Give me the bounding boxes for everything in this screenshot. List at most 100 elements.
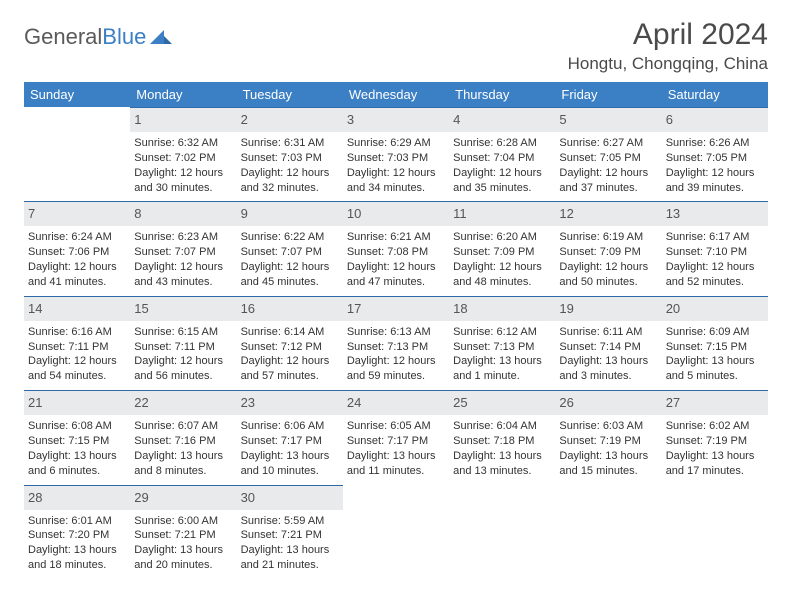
daylight-text: Daylight: 12 hours and 54 minutes. <box>28 354 126 384</box>
sunset-text: Sunset: 7:20 PM <box>28 528 126 543</box>
day-number: 29 <box>134 490 148 505</box>
sunset-text: Sunset: 7:18 PM <box>453 434 551 449</box>
sunrise-text: Sunrise: 6:24 AM <box>28 230 126 245</box>
header: GeneralBlue April 2024 Hongtu, Chongqing… <box>24 18 768 74</box>
day-number: 3 <box>347 112 354 127</box>
sunrise-text: Sunrise: 6:23 AM <box>134 230 232 245</box>
day-number: 15 <box>134 301 148 316</box>
weekday-header: Saturday <box>662 82 768 107</box>
sunset-text: Sunset: 7:21 PM <box>134 528 232 543</box>
day-info: Sunrise: 6:17 AMSunset: 7:10 PMDaylight:… <box>666 230 764 289</box>
sunrise-text: Sunrise: 6:08 AM <box>28 419 126 434</box>
sunset-text: Sunset: 7:07 PM <box>241 245 339 260</box>
day-number: 30 <box>241 490 255 505</box>
day-number: 6 <box>666 112 673 127</box>
day-info: Sunrise: 6:15 AMSunset: 7:11 PMDaylight:… <box>134 325 232 384</box>
sunset-text: Sunset: 7:14 PM <box>559 340 657 355</box>
day-info: Sunrise: 6:21 AMSunset: 7:08 PMDaylight:… <box>347 230 445 289</box>
day-info: Sunrise: 6:01 AMSunset: 7:20 PMDaylight:… <box>28 514 126 573</box>
daylight-text: Daylight: 13 hours and 10 minutes. <box>241 449 339 479</box>
calendar-cell: 14 Sunrise: 6:16 AMSunset: 7:11 PMDayligh… <box>24 296 130 390</box>
sunset-text: Sunset: 7:16 PM <box>134 434 232 449</box>
calendar-cell: 16Sunrise: 6:14 AMSunset: 7:12 PMDayligh… <box>237 296 343 390</box>
daylight-text: Daylight: 12 hours and 47 minutes. <box>347 260 445 290</box>
calendar-cell: 28Sunrise: 6:01 AMSunset: 7:20 PMDayligh… <box>24 485 130 579</box>
sunset-text: Sunset: 7:06 PM <box>28 245 126 260</box>
day-info: Sunrise: 6:29 AMSunset: 7:03 PMDaylight:… <box>347 136 445 195</box>
sunrise-text: Sunrise: 6:29 AM <box>347 136 445 151</box>
sunrise-text: Sunrise: 6:05 AM <box>347 419 445 434</box>
sunset-text: Sunset: 7:11 PM <box>134 340 232 355</box>
logo: GeneralBlue <box>24 18 172 50</box>
daylight-text: Daylight: 13 hours and 1 minute. <box>453 354 551 384</box>
sunrise-text: Sunrise: 6:01 AM <box>28 514 126 529</box>
day-number: 2 <box>241 112 248 127</box>
day-number: 21 <box>28 395 42 410</box>
daylight-text: Daylight: 12 hours and 52 minutes. <box>666 260 764 290</box>
sunrise-text: Sunrise: 6:11 AM <box>559 325 657 340</box>
daylight-text: Daylight: 13 hours and 20 minutes. <box>134 543 232 573</box>
day-info: Sunrise: 6:22 AMSunset: 7:07 PMDaylight:… <box>241 230 339 289</box>
day-info: Sunrise: 6:19 AMSunset: 7:09 PMDaylight:… <box>559 230 657 289</box>
sunset-text: Sunset: 7:09 PM <box>559 245 657 260</box>
sunrise-text: Sunrise: 6:16 AM <box>28 325 126 340</box>
sunrise-text: Sunrise: 6:32 AM <box>134 136 232 151</box>
day-number: 23 <box>241 395 255 410</box>
calendar-cell: 26Sunrise: 6:03 AMSunset: 7:19 PMDayligh… <box>555 390 661 484</box>
sunrise-text: Sunrise: 6:07 AM <box>134 419 232 434</box>
calendar-cell <box>662 485 768 579</box>
calendar-cell: 7 Sunrise: 6:24 AMSunset: 7:06 PMDaylight… <box>24 201 130 295</box>
day-number: 4 <box>453 112 460 127</box>
calendar-cell: 27Sunrise: 6:02 AMSunset: 7:19 PMDayligh… <box>662 390 768 484</box>
day-number: 25 <box>453 395 467 410</box>
daylight-text: Daylight: 12 hours and 50 minutes. <box>559 260 657 290</box>
day-number: 7 <box>28 206 35 221</box>
day-info: Sunrise: 5:59 AMSunset: 7:21 PMDaylight:… <box>241 514 339 573</box>
day-number: 16 <box>241 301 255 316</box>
day-info: Sunrise: 6:05 AMSunset: 7:17 PMDaylight:… <box>347 419 445 478</box>
sunset-text: Sunset: 7:15 PM <box>28 434 126 449</box>
sunset-text: Sunset: 7:11 PM <box>28 340 126 355</box>
weekday-header: Friday <box>555 82 661 107</box>
daylight-text: Daylight: 12 hours and 32 minutes. <box>241 166 339 196</box>
sunrise-text: Sunrise: 6:13 AM <box>347 325 445 340</box>
calendar-cell: 17Sunrise: 6:13 AMSunset: 7:13 PMDayligh… <box>343 296 449 390</box>
sunrise-text: Sunrise: 6:27 AM <box>559 136 657 151</box>
sunrise-text: Sunrise: 6:03 AM <box>559 419 657 434</box>
daylight-text: Daylight: 12 hours and 30 minutes. <box>134 166 232 196</box>
day-info: Sunrise: 6:24 AMSunset: 7:06 PMDaylight:… <box>28 230 126 289</box>
daylight-text: Daylight: 12 hours and 59 minutes. <box>347 354 445 384</box>
daylight-text: Daylight: 13 hours and 21 minutes. <box>241 543 339 573</box>
sunrise-text: Sunrise: 6:14 AM <box>241 325 339 340</box>
day-number: 18 <box>453 301 467 316</box>
logo-part1: General <box>24 24 102 49</box>
daylight-text: Daylight: 13 hours and 17 minutes. <box>666 449 764 479</box>
day-info: Sunrise: 6:12 AMSunset: 7:13 PMDaylight:… <box>453 325 551 384</box>
daylight-text: Daylight: 13 hours and 8 minutes. <box>134 449 232 479</box>
sunset-text: Sunset: 7:03 PM <box>347 151 445 166</box>
daylight-text: Daylight: 13 hours and 6 minutes. <box>28 449 126 479</box>
calendar-cell: 29 Sunrise: 6:00 AMSunset: 7:21 PMDayligh… <box>130 485 236 579</box>
day-number: 14 <box>28 301 42 316</box>
sunrise-text: Sunrise: 6:02 AM <box>666 419 764 434</box>
sunrise-text: Sunrise: 6:22 AM <box>241 230 339 245</box>
calendar-body: 1Sunrise: 6:32 AMSunset: 7:02 PMDaylight… <box>24 107 768 579</box>
calendar-cell: 2Sunrise: 6:31 AMSunset: 7:03 PMDaylight… <box>237 107 343 201</box>
daylight-text: Daylight: 12 hours and 35 minutes. <box>453 166 551 196</box>
day-info: Sunrise: 6:13 AMSunset: 7:13 PMDaylight:… <box>347 325 445 384</box>
month-title: April 2024 <box>568 18 768 52</box>
sunset-text: Sunset: 7:21 PM <box>241 528 339 543</box>
daylight-text: Daylight: 13 hours and 5 minutes. <box>666 354 764 384</box>
sunset-text: Sunset: 7:04 PM <box>453 151 551 166</box>
day-info: Sunrise: 6:00 AMSunset: 7:21 PMDaylight:… <box>134 514 232 573</box>
calendar-cell: 10Sunrise: 6:21 AMSunset: 7:08 PMDayligh… <box>343 201 449 295</box>
sunrise-text: Sunrise: 6:31 AM <box>241 136 339 151</box>
sunrise-text: Sunrise: 6:19 AM <box>559 230 657 245</box>
daylight-text: Daylight: 13 hours and 18 minutes. <box>28 543 126 573</box>
calendar-cell: 18 Sunrise: 6:12 AMSunset: 7:13 PMDayligh… <box>449 296 555 390</box>
daylight-text: Daylight: 12 hours and 39 minutes. <box>666 166 764 196</box>
sunrise-text: Sunrise: 6:26 AM <box>666 136 764 151</box>
calendar-cell: 4Sunrise: 6:28 AMSunset: 7:04 PMDaylight… <box>449 107 555 201</box>
sunrise-text: Sunrise: 6:04 AM <box>453 419 551 434</box>
calendar-cell: 12Sunrise: 6:19 AMSunset: 7:09 PMDayligh… <box>555 201 661 295</box>
